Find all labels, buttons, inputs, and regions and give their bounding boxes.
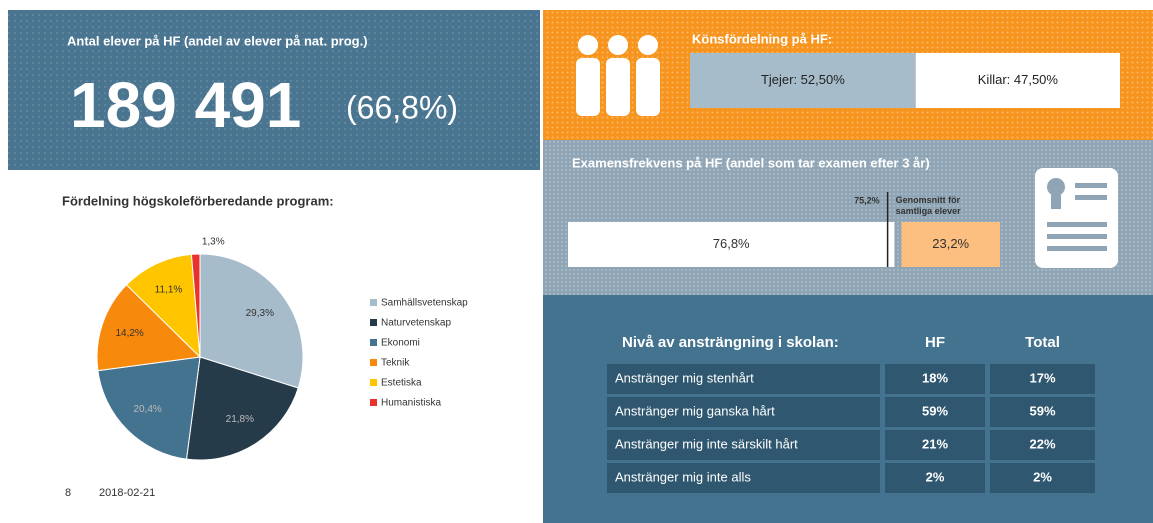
legend-swatch	[370, 339, 377, 346]
table-cell-text: Anstränger mig inte alls	[615, 469, 751, 484]
page-number: 8	[65, 487, 71, 499]
people-icon	[576, 35, 660, 116]
bar-segment	[690, 53, 916, 108]
bar-label: 23,2%	[932, 236, 969, 251]
table-cell	[607, 364, 880, 394]
table-cell-text: 22%	[1029, 436, 1055, 451]
legend-label: Humanistiska	[381, 398, 441, 409]
bar-label: 76,8%	[713, 236, 750, 251]
bar-segment	[901, 222, 1000, 267]
enrollment-title: Antal elever på HF (andel av elever på n…	[67, 33, 368, 48]
table-cell-text: 59%	[922, 403, 948, 418]
table-cell	[607, 463, 880, 493]
legend-swatch	[370, 359, 377, 366]
table-cell-text: 2%	[1033, 469, 1052, 484]
bar-label: Killar: 47,50%	[978, 72, 1059, 87]
table-header: Total	[1025, 334, 1060, 351]
pie-label: 21,8%	[226, 414, 254, 425]
table-cell	[885, 430, 985, 460]
table-cell	[885, 397, 985, 427]
pie-slice	[190, 253, 201, 358]
table-cell-text: Anstränger mig stenhårt	[615, 370, 754, 385]
table-header: Nivå av ansträngning i skolan:	[622, 334, 839, 351]
pie-label: 29,3%	[246, 308, 274, 319]
legend-swatch	[370, 399, 377, 406]
table-cell	[990, 430, 1095, 460]
certificate-icon	[1035, 168, 1118, 268]
legend-swatch	[370, 319, 377, 326]
pie-label: 1,3%	[202, 237, 225, 248]
graduation-title: Examensfrekvens på HF (andel som tar exa…	[572, 155, 930, 170]
bar-segment	[568, 222, 895, 267]
legend-label: Estetiska	[381, 378, 422, 389]
legend-label: Teknik	[381, 358, 410, 369]
legend-swatch	[370, 379, 377, 386]
average-label: 75,2%	[854, 195, 880, 205]
pie-label: 11,1%	[155, 285, 183, 296]
table-cell	[885, 364, 985, 394]
pie-slice	[96, 284, 202, 372]
date: 2018-02-21	[99, 487, 155, 499]
table-cell-text: 2%	[926, 469, 945, 484]
table-cell-text: Anstränger mig ganska hårt	[615, 403, 775, 418]
table-cell	[885, 463, 985, 493]
pie-slice	[185, 356, 299, 461]
table-cell	[607, 430, 880, 460]
bar-segment	[915, 53, 1120, 108]
pie-slice	[199, 253, 304, 389]
table-cell-text: 21%	[922, 436, 948, 451]
texture	[8, 10, 540, 170]
legend-label: Ekonomi	[381, 338, 420, 349]
enrollment-count: 189 491	[70, 69, 301, 141]
legend-swatch	[370, 299, 377, 306]
gender-title: Könsfördelning på HF:	[692, 31, 832, 46]
pie-slice	[125, 253, 201, 359]
average-caption: Genomsnitt för samtliga elever	[896, 195, 962, 216]
pie-slice	[97, 356, 201, 460]
table-cell-text: 17%	[1029, 370, 1055, 385]
legend-label: Samhällsvetenskap	[381, 298, 468, 309]
legend-label: Naturvetenskap	[381, 318, 451, 329]
table-cell	[990, 397, 1095, 427]
pie-title: Fördelning högskoleförberedande program:	[62, 193, 334, 208]
table-cell	[607, 397, 880, 427]
table-cell-text: Anstränger mig inte särskilt hårt	[615, 436, 798, 451]
pie-label: 20,4%	[133, 404, 161, 415]
pie-label: 14,2%	[115, 328, 143, 339]
table-cell	[990, 463, 1095, 493]
table-cell	[990, 364, 1095, 394]
table-cell-text: 18%	[922, 370, 948, 385]
table-cell-text: 59%	[1029, 403, 1055, 418]
table-header: HF	[925, 334, 945, 351]
bar-label: Tjejer: 52,50%	[761, 72, 845, 87]
enrollment-share: (66,8%)	[346, 89, 458, 125]
